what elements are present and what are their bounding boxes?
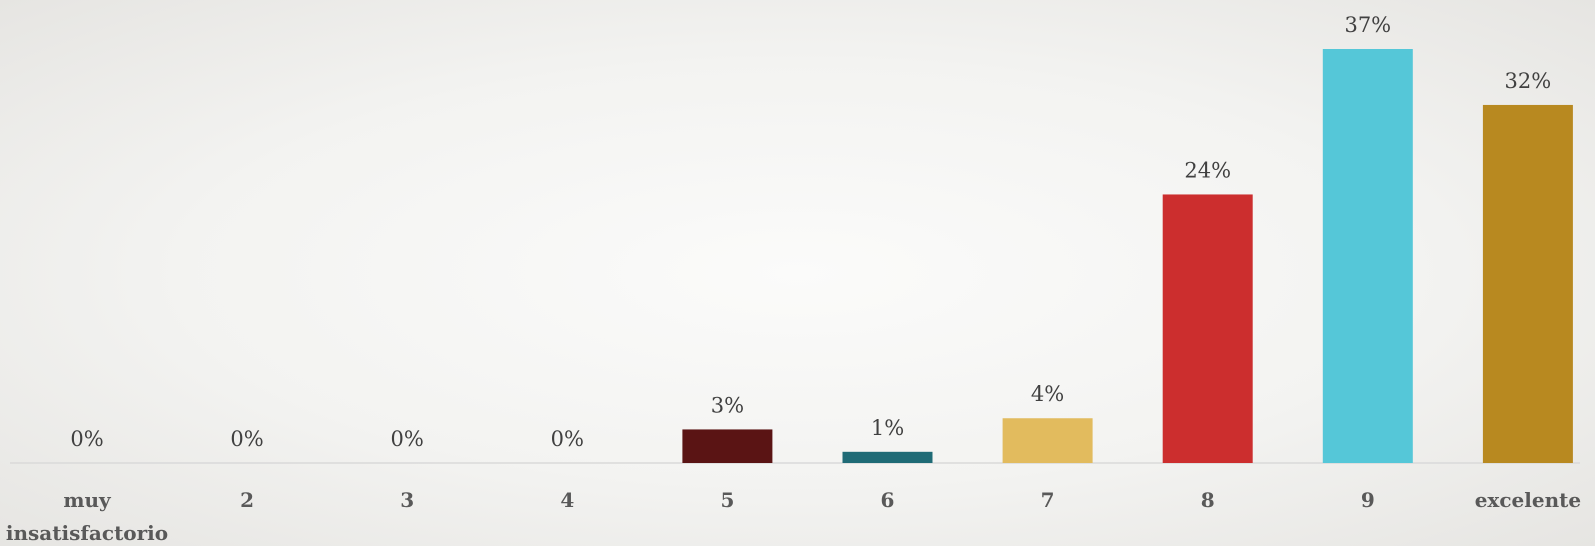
bar-9 <box>1482 104 1573 463</box>
category-label-4: 5 <box>720 488 734 512</box>
category-label-3: 4 <box>560 488 574 512</box>
value-label-5: 1% <box>871 416 904 440</box>
category-label-6: 7 <box>1041 488 1055 512</box>
category-label-0-line-1: insatisfactorio <box>6 521 168 545</box>
category-label-2: 3 <box>400 488 414 512</box>
category-label-1: 2 <box>240 488 254 512</box>
value-label-2: 0% <box>391 427 424 451</box>
category-labels-group: muy insatisfactorio 2 3 4 5 6 7 8 9 excelente <box>6 488 1581 545</box>
value-label-4: 3% <box>711 393 744 417</box>
category-label-9: excelente <box>1475 488 1581 512</box>
value-label-3: 0% <box>551 427 584 451</box>
value-label-6: 4% <box>1031 382 1064 406</box>
category-label-0-line-0: muy <box>63 488 112 512</box>
bars-group <box>682 49 1573 463</box>
category-label-5: 6 <box>881 488 895 512</box>
value-label-7: 24% <box>1184 158 1231 182</box>
value-label-8: 37% <box>1344 13 1391 37</box>
value-label-0: 0% <box>70 427 103 451</box>
value-label-1: 0% <box>230 427 263 451</box>
value-label-9: 32% <box>1505 69 1552 93</box>
category-label-8: 9 <box>1361 488 1375 512</box>
category-label-7: 8 <box>1201 488 1215 512</box>
value-labels-group: 0% 0% 0% 0% 3% 1% 4% 24% 37% 32% <box>70 13 1551 451</box>
bar-6 <box>1002 418 1093 463</box>
bar-8 <box>1322 49 1413 463</box>
bar-5 <box>842 451 933 463</box>
bar-4 <box>682 429 773 463</box>
bar-7 <box>1162 194 1253 463</box>
